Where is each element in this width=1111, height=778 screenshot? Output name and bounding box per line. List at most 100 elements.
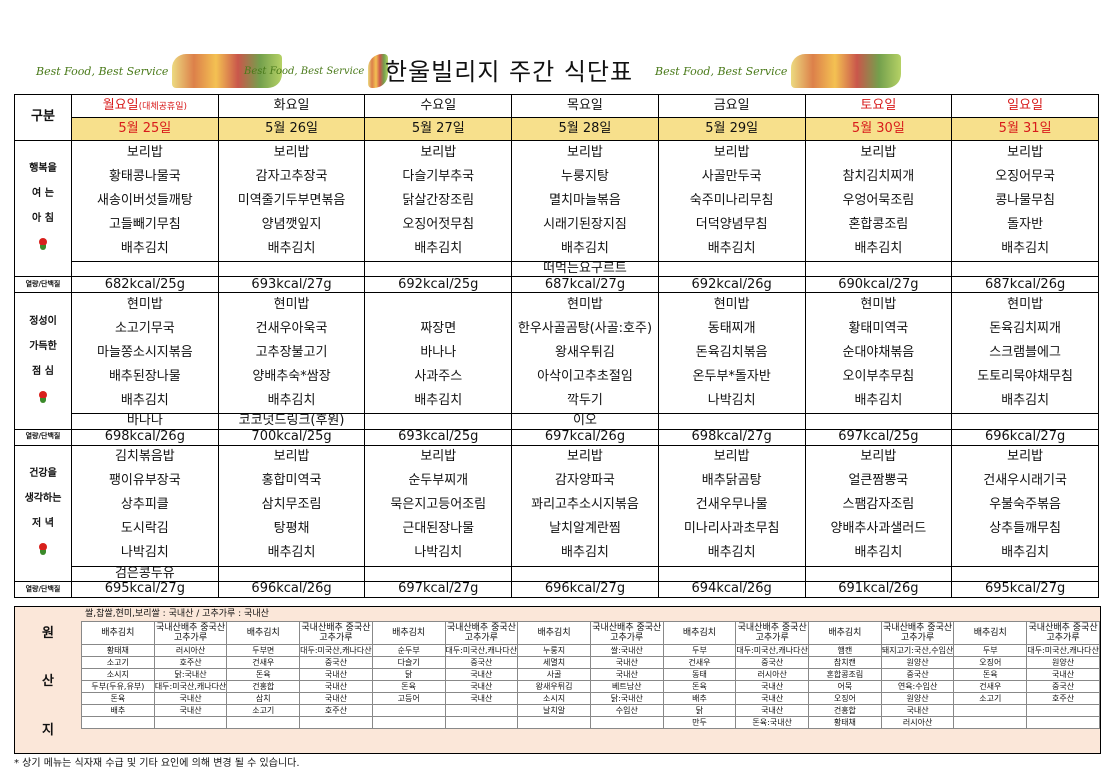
banner-left: Best Food, Best Service bbox=[36, 48, 283, 94]
origin-cell: 국내산 bbox=[735, 692, 810, 705]
breakfast-menu-item: 더덕양념무침 bbox=[657, 213, 806, 237]
origin-header-cell: 국내산배추 중국산고추가루 bbox=[880, 621, 955, 645]
lunch-menu-item: 현미밥 bbox=[804, 292, 953, 318]
breakfast-menu-item: 황태콩나물국 bbox=[71, 165, 219, 189]
day-header: 월요일(대체공휴일) bbox=[71, 94, 219, 118]
origin-label-char: 산 bbox=[42, 674, 54, 690]
dinner-label-line: 건강을 bbox=[29, 467, 57, 479]
banner-center: Best Food, Best Service bbox=[244, 48, 389, 94]
lunch-menu-item: 돈육김치볶음 bbox=[657, 341, 806, 366]
breakfast-menu-item: 보리밥 bbox=[71, 140, 219, 165]
kcal-label: 열량/단백질 bbox=[14, 276, 72, 294]
lunch-menu-item: 나박김치 bbox=[657, 389, 806, 414]
origin-cell: 두부 bbox=[662, 644, 737, 657]
origin-cell: 대두:미국산,캐나다산 bbox=[1026, 644, 1100, 657]
origin-cell bbox=[81, 716, 155, 729]
slogan-text: Best Food, Best Service bbox=[244, 65, 365, 77]
origin-cell: 수입산 bbox=[589, 704, 664, 717]
origin-cell: 오징어 bbox=[953, 656, 1028, 669]
origin-cell: 대두:미국산,캐나다산,중국산 bbox=[735, 644, 810, 657]
breakfast-menu-item: 콩나물무침 bbox=[951, 189, 1099, 213]
breakfast-label-line: 아 침 bbox=[32, 213, 54, 225]
day-name: 토요일 bbox=[860, 97, 897, 113]
lunch-menu-item: 한우사골곰탕(사골:호주) bbox=[511, 317, 659, 342]
origin-cell: 러시아산 bbox=[153, 644, 228, 657]
origin-note: 쌀,찹쌀,현미,보리쌀 : 국내산 / 고추가루 : 국내산 bbox=[85, 609, 269, 619]
dinner-kcal: 696kcal/26g bbox=[217, 580, 366, 598]
day-name: 월요일 bbox=[102, 97, 139, 113]
origin-cell: 오징어 bbox=[808, 692, 882, 705]
origin-cell: 다슬기 bbox=[371, 656, 446, 669]
lunch-menu-item: 현미밥 bbox=[217, 292, 366, 318]
breakfast-menu-item: 보리밥 bbox=[217, 140, 366, 165]
breakfast-menu-item: 고들빼기무침 bbox=[71, 213, 219, 237]
origin-cell: 두부(두유,유부) bbox=[81, 680, 155, 693]
food-image bbox=[368, 54, 389, 88]
day-header: 목요일 bbox=[511, 94, 659, 118]
origin-cell: 국내산 bbox=[880, 704, 955, 717]
origin-cell bbox=[444, 704, 519, 717]
dinner-snack bbox=[804, 565, 953, 582]
origin-cell: 삼치 bbox=[226, 692, 301, 705]
origin-cell: 어묵 bbox=[808, 680, 882, 693]
origin-cell: 국내산 bbox=[589, 668, 664, 681]
origin-cell: 원양산 bbox=[880, 656, 955, 669]
dinner-menu-item: 근대된장나물 bbox=[364, 517, 513, 542]
origin-table: 배추김치 국내산배추 중국산고추가루 배추김치 국내산배추 중국산고추가루 배추김치 국내… bbox=[81, 621, 1100, 729]
origin-cell: 고등어 bbox=[371, 692, 446, 705]
lunch-menu-item: 배추김치 bbox=[71, 389, 219, 414]
origin-header-cell: 배추김치 bbox=[517, 621, 591, 645]
origin-cell: 돈육 bbox=[953, 668, 1028, 681]
breakfast-kcal: 692kcal/25g bbox=[364, 276, 513, 294]
origin-cell: 순두부 bbox=[371, 644, 446, 657]
dinner-menu-item: 배추김치 bbox=[657, 541, 806, 567]
origin-cell: 중국산 bbox=[299, 656, 373, 669]
lunch-menu-item: 배추김치 bbox=[804, 389, 953, 414]
dinner-menu-item: 김치볶음밥 bbox=[71, 445, 219, 470]
origin-cell bbox=[953, 716, 1028, 729]
dinner-menu-item: 보리밥 bbox=[217, 445, 366, 470]
origin-header-cell: 국내산배추 중국산고추가루 bbox=[299, 621, 373, 645]
breakfast-menu-item: 보리밥 bbox=[804, 140, 953, 165]
lunch-menu-item: 도토리묵야채무침 bbox=[951, 365, 1099, 390]
breakfast-menu-item: 혼합콩조림 bbox=[804, 213, 953, 237]
dinner-snack bbox=[511, 565, 659, 582]
dinner-menu-item: 배추김치 bbox=[217, 541, 366, 567]
menu-table: 구분 월요일(대체공휴일) 화요일 수요일 목요일 금요일 토요일 일요일 5월 25일 5월 2… bbox=[14, 94, 1099, 598]
origin-header-cell: 국내산배추 중국산고추가루 bbox=[1026, 621, 1100, 645]
origin-header-cell: 배추김치 bbox=[662, 621, 737, 645]
dinner-snack bbox=[217, 565, 366, 582]
origin-cell bbox=[1026, 716, 1100, 729]
dinner-menu-item: 날치알계란찜 bbox=[511, 517, 659, 542]
origin-cell: 호주산 bbox=[153, 656, 228, 669]
dinner-snack bbox=[657, 565, 806, 582]
breakfast-menu-item: 배추김치 bbox=[511, 237, 659, 262]
origin-cell: 쌀:국내산 bbox=[589, 644, 664, 657]
dinner-label-line: 저 녁 bbox=[32, 517, 54, 529]
lunch-kcal: 698kcal/26g bbox=[71, 428, 219, 446]
origin-cell bbox=[226, 716, 301, 729]
breakfast-snack bbox=[804, 260, 953, 278]
origin-header-cell: 배추김치 bbox=[371, 621, 446, 645]
food-image bbox=[791, 54, 902, 88]
dinner-menu-item: 탕평채 bbox=[217, 517, 366, 542]
lunch-menu-item: 바나나 bbox=[364, 341, 513, 366]
breakfast-kcal: 682kcal/25g bbox=[71, 276, 219, 294]
footnote: * 상기 메뉴는 식자재 수급 및 기타 요인에 의해 변경 될 수 있습니다. bbox=[14, 758, 300, 769]
lunch-menu-item: 마늘쫑소시지볶음 bbox=[71, 341, 219, 366]
origin-cell: 건새우 bbox=[662, 656, 737, 669]
origin-cell: 연육:수입산 bbox=[880, 680, 955, 693]
page-title: 한울빌리지 주간 식단표 bbox=[385, 58, 634, 86]
breakfast-menu-item: 배추김치 bbox=[951, 237, 1099, 262]
lunch-menu-item: 오이부추무침 bbox=[804, 365, 953, 390]
lunch-menu-item: 현미밥 bbox=[71, 292, 219, 318]
day-name: 화요일 bbox=[273, 97, 310, 113]
breakfast-label-line: 행복을 bbox=[29, 163, 57, 175]
lunch-snack bbox=[657, 413, 806, 430]
origin-label-char: 원 bbox=[42, 625, 54, 641]
lunch-kcal: 693kcal/25g bbox=[364, 428, 513, 446]
lunch-kcal: 696kcal/27g bbox=[951, 428, 1099, 446]
lunch-kcal: 697kcal/26g bbox=[511, 428, 659, 446]
dinner-menu-item: 상추들깨무침 bbox=[951, 517, 1099, 542]
lunch-label-line: 정성이 bbox=[29, 315, 57, 327]
